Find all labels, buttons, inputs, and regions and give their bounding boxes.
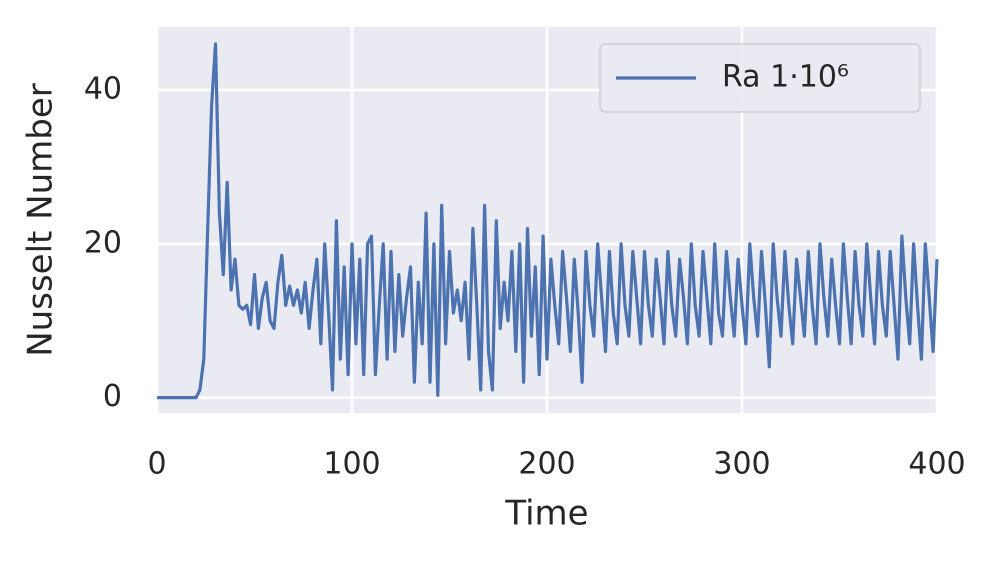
y-axis-label: Nusselt Number [21, 83, 61, 357]
y-tick-label: 20 [84, 225, 122, 260]
x-tick-label: 200 [518, 447, 575, 482]
x-tick-label: 400 [908, 447, 965, 482]
x-axis-label: Time [504, 494, 588, 534]
data-line [157, 42, 939, 400]
y-tick-label: 0 [103, 379, 122, 414]
marks [157, 42, 939, 400]
legend: Ra 1·10⁶ [599, 43, 921, 113]
legend-box [599, 43, 921, 113]
x-tick-label: 0 [147, 447, 166, 482]
y-tick-label: 40 [84, 72, 122, 107]
legend-label: Ra 1·10⁶ [722, 60, 849, 95]
x-tick-label: 300 [713, 447, 770, 482]
x-tick-label: 100 [323, 447, 380, 482]
